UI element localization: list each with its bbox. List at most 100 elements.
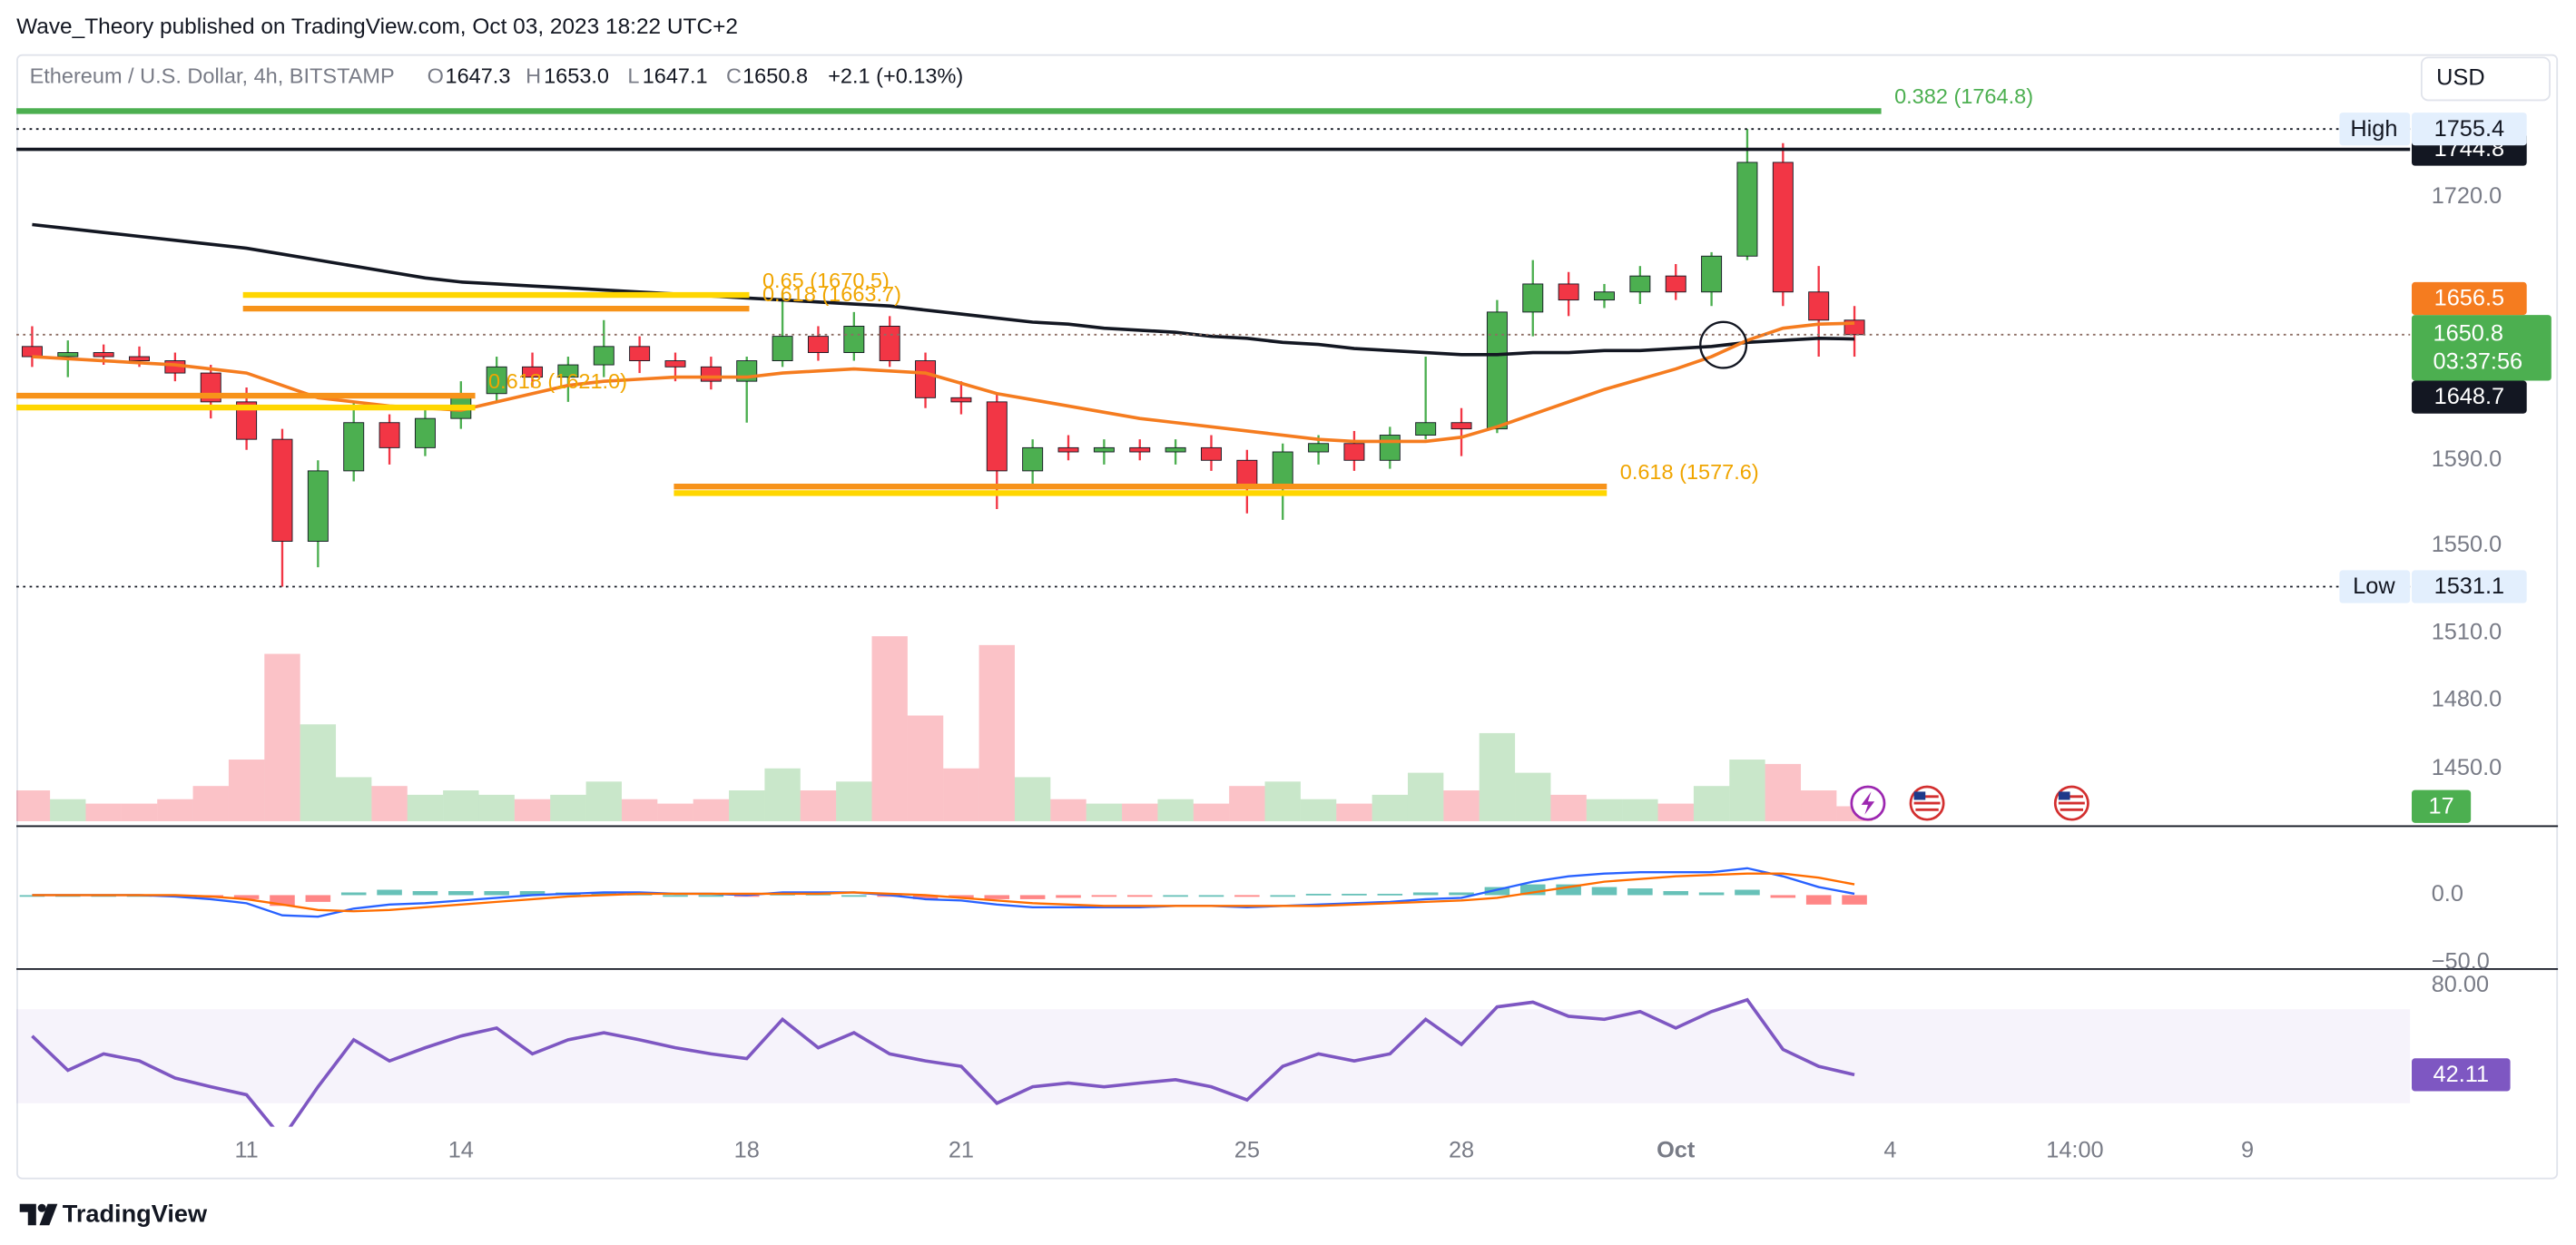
candle-body: [1022, 446, 1044, 472]
macd-histogram-bar: [1484, 887, 1510, 896]
ma-tag-text: 1648.7: [2434, 384, 2504, 409]
y-tick-label: 1510.0: [2432, 619, 2502, 644]
ohlc-key: H: [526, 64, 541, 87]
candle-body: [664, 360, 686, 368]
macd-histogram-bar: [1305, 893, 1332, 896]
ohlc-key: L: [627, 64, 639, 87]
x-tick-label: 14:00: [2046, 1137, 2103, 1162]
macd-histogram-bar: [1056, 895, 1081, 898]
volume-bar: [16, 790, 51, 822]
macd-histogram-bar: [1019, 895, 1046, 899]
macd-histogram-bar: [663, 895, 688, 897]
x-tick-label: 25: [1234, 1137, 1260, 1162]
volume-bar: [1229, 786, 1265, 822]
macd-histogram-bar: [412, 891, 438, 896]
candle-body: [986, 401, 1008, 472]
volume-bar: [192, 786, 229, 822]
volume-bar: [943, 768, 979, 822]
event-icon-bolt: [1861, 791, 1875, 815]
macd-histogram-bar: [591, 892, 617, 896]
volume-bar: [443, 790, 479, 822]
x-tick-label: 18: [734, 1137, 760, 1162]
candle-body: [1558, 283, 1579, 301]
volume-bar: [1157, 799, 1194, 822]
candle-body: [1379, 435, 1401, 461]
candle-body: [1665, 275, 1686, 293]
ohlc-value: 1650.8: [742, 64, 808, 87]
candle-body: [486, 366, 507, 395]
y-tick-label: 1590.0: [2432, 446, 2502, 472]
candle-body: [307, 470, 329, 542]
ma-tag-text: 1656.5: [2434, 286, 2504, 311]
price-tag-name-box: [2339, 113, 2411, 146]
candle-body: [1736, 162, 1758, 257]
moving-average: [32, 321, 1855, 444]
macd-histogram-bar: [233, 895, 260, 899]
moving-average: [32, 222, 1855, 357]
countdown: 03:37:56: [2433, 348, 2523, 374]
macd-histogram-bar: [1270, 895, 1295, 897]
candle-body: [379, 422, 400, 448]
volume-bar: [478, 794, 515, 822]
candle-body: [57, 352, 79, 358]
rsi-tag-text: 42.11: [2433, 1062, 2490, 1087]
y-tick-label: 1720.0: [2432, 183, 2502, 209]
macd-histogram-bar: [1163, 895, 1188, 897]
volume-bar: [1372, 794, 1408, 822]
published-line: Wave_Theory published on TradingView.com…: [16, 15, 738, 39]
macd-histogram-bar: [912, 895, 939, 899]
macd-histogram-bar: [949, 895, 974, 898]
volume-bar: [157, 799, 193, 822]
macd-histogram-bar: [1234, 895, 1260, 897]
candle-body: [629, 346, 651, 362]
currency-button[interactable]: [2420, 56, 2551, 102]
volume-tag-text: 17: [2428, 793, 2453, 819]
volume-bar: [50, 799, 86, 822]
volume-bar: [1336, 803, 1372, 822]
volume-bar: [729, 790, 765, 822]
macd-histogram-bar: [1412, 892, 1439, 896]
macd-histogram-bar: [340, 892, 367, 896]
candle-body: [843, 326, 865, 354]
x-tick-label: 28: [1449, 1137, 1474, 1162]
volume-bar: [1801, 790, 1837, 822]
volume-bar: [1515, 772, 1551, 822]
rsi-line: [31, 997, 1855, 1127]
x-tick-label: Oct: [1657, 1137, 1696, 1162]
candle-body: [1629, 275, 1651, 293]
macd-tick-label: 0.0: [2432, 881, 2463, 907]
volume-bar: [1264, 781, 1301, 822]
volume-bar: [907, 715, 944, 822]
candle-body: [343, 422, 365, 472]
volume-bar: [1443, 790, 1480, 822]
candle-body: [1093, 446, 1115, 453]
volume-bar: [836, 781, 872, 822]
candle-body: [772, 336, 793, 362]
candle-body: [1308, 443, 1330, 453]
candle-body: [1057, 446, 1079, 453]
y-tick-label: 1450.0: [2432, 755, 2502, 780]
macd-tick-label: −50.0: [2432, 948, 2490, 974]
volume-bar: [1550, 794, 1587, 822]
volume-bar: [693, 799, 730, 822]
ohlc-value: 1653.0: [544, 64, 609, 87]
volume-bar: [1122, 803, 1158, 822]
brand: TradingView: [63, 1200, 208, 1228]
macd-histogram-bar: [1342, 893, 1367, 896]
volume-bar: [585, 781, 622, 822]
macd-histogram-bar: [377, 889, 402, 896]
price-tag-name: High: [2350, 116, 2397, 142]
last-price-tag: [2412, 315, 2551, 381]
candle-body: [950, 397, 972, 403]
volume-bar: [550, 794, 586, 822]
ma-tag: [2412, 380, 2527, 414]
x-tick-label: 9: [2241, 1137, 2254, 1162]
volume-bar: [800, 790, 837, 822]
volume-bar: [264, 653, 300, 822]
chart-frame: [16, 54, 2559, 1180]
volume-bar: [1479, 732, 1516, 822]
fib-level-label: 0.618 (1621.0): [488, 369, 627, 393]
y-tick-label: 1480.0: [2432, 686, 2502, 711]
volume-bar: [228, 760, 265, 822]
